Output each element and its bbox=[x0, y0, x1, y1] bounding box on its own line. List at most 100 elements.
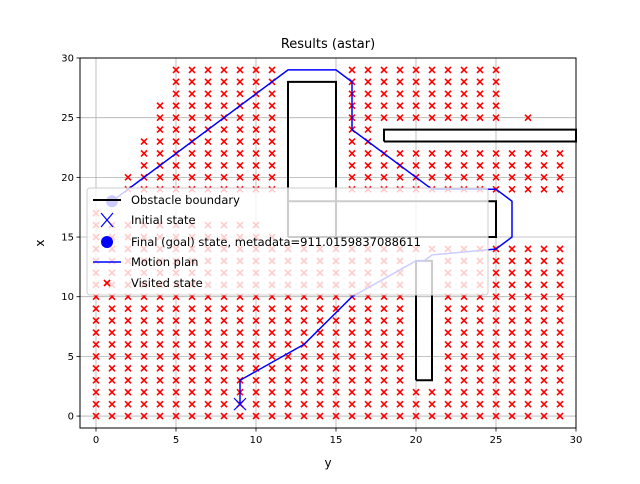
visited-state-marker bbox=[444, 376, 452, 384]
visited-state-marker bbox=[300, 376, 308, 384]
visited-state-marker bbox=[460, 66, 468, 74]
x-tick-label: 25 bbox=[490, 435, 503, 446]
visited-state-marker bbox=[460, 173, 468, 181]
visited-state-marker bbox=[492, 317, 500, 325]
visited-state-marker bbox=[140, 340, 148, 349]
visited-state-marker bbox=[428, 149, 436, 158]
x-axis-label: y bbox=[324, 456, 331, 470]
visited-state-marker bbox=[172, 102, 180, 110]
visited-state-marker bbox=[380, 364, 388, 372]
visited-state-marker bbox=[220, 328, 228, 337]
visited-state-marker bbox=[524, 340, 532, 349]
visited-state-marker bbox=[492, 388, 500, 396]
visited-state-marker bbox=[284, 376, 292, 384]
visited-state-marker bbox=[172, 173, 180, 181]
visited-state-marker bbox=[236, 90, 244, 98]
visited-state-marker bbox=[540, 340, 548, 349]
visited-state-marker bbox=[412, 161, 420, 169]
visited-state-marker bbox=[268, 137, 276, 146]
visited-state-marker bbox=[316, 317, 324, 325]
visited-state-marker bbox=[396, 317, 404, 325]
visited-state-marker bbox=[508, 340, 516, 349]
visited-state-marker bbox=[460, 114, 468, 122]
visited-state-marker bbox=[92, 364, 100, 372]
visited-state-marker bbox=[540, 149, 548, 158]
visited-state-marker bbox=[172, 352, 180, 360]
visited-state-marker bbox=[396, 305, 404, 313]
visited-state-marker bbox=[556, 149, 564, 158]
visited-state-marker bbox=[444, 114, 452, 122]
visited-state-marker bbox=[156, 126, 164, 134]
visited-state-marker bbox=[140, 161, 148, 169]
y-tick-label: 5 bbox=[68, 352, 74, 363]
visited-state-marker bbox=[508, 245, 516, 253]
visited-state-marker bbox=[524, 376, 532, 384]
visited-state-marker bbox=[476, 352, 484, 360]
visited-state-marker bbox=[524, 173, 532, 181]
visited-state-marker bbox=[364, 328, 372, 337]
visited-state-marker bbox=[380, 412, 388, 420]
visited-state-marker bbox=[316, 400, 324, 408]
visited-state-marker bbox=[124, 305, 132, 313]
visited-state-marker bbox=[300, 412, 308, 420]
visited-state-marker bbox=[396, 352, 404, 360]
visited-state-marker bbox=[364, 126, 372, 134]
visited-state-marker bbox=[300, 317, 308, 325]
visited-state-marker bbox=[188, 173, 196, 181]
visited-state-marker bbox=[252, 305, 260, 313]
visited-state-marker bbox=[508, 293, 516, 301]
visited-state-marker bbox=[540, 161, 548, 169]
visited-state-marker bbox=[204, 388, 212, 396]
visited-state-marker bbox=[284, 305, 292, 313]
visited-state-marker bbox=[204, 376, 212, 384]
visited-state-marker bbox=[220, 137, 228, 146]
visited-state-marker bbox=[252, 161, 260, 169]
visited-state-marker bbox=[268, 328, 276, 337]
visited-state-marker bbox=[236, 149, 244, 158]
visited-state-marker bbox=[92, 352, 100, 360]
visited-state-marker bbox=[300, 400, 308, 408]
visited-state-marker bbox=[380, 78, 388, 86]
visited-state-marker bbox=[252, 328, 260, 337]
visited-state-marker bbox=[508, 185, 516, 193]
visited-state-marker bbox=[540, 293, 548, 301]
visited-state-marker bbox=[236, 352, 244, 360]
visited-state-marker bbox=[236, 173, 244, 181]
visited-state-marker bbox=[460, 340, 468, 349]
visited-state-marker bbox=[460, 305, 468, 313]
y-axis-label: x bbox=[33, 239, 47, 246]
visited-state-marker bbox=[92, 388, 100, 396]
visited-state-marker bbox=[188, 340, 196, 349]
visited-state-marker bbox=[220, 173, 228, 181]
visited-state-marker bbox=[348, 137, 356, 146]
visited-state-marker bbox=[236, 161, 244, 169]
visited-state-marker bbox=[540, 257, 548, 265]
visited-state-marker bbox=[108, 340, 116, 349]
visited-state-marker bbox=[380, 90, 388, 98]
visited-state-marker bbox=[348, 400, 356, 408]
visited-state-marker bbox=[172, 340, 180, 349]
visited-state-marker bbox=[412, 412, 420, 420]
visited-state-marker bbox=[156, 376, 164, 384]
visited-state-marker bbox=[524, 412, 532, 420]
visited-state-marker bbox=[460, 364, 468, 372]
plan-layer bbox=[111, 69, 513, 405]
visited-state-marker bbox=[220, 126, 228, 134]
visited-state-marker bbox=[252, 340, 260, 349]
visited-state-marker bbox=[268, 340, 276, 349]
visited-state-marker bbox=[380, 173, 388, 181]
visited-state-marker bbox=[508, 257, 516, 265]
visited-state-marker bbox=[220, 400, 228, 408]
visited-state-marker bbox=[556, 388, 564, 396]
visited-state-marker bbox=[396, 412, 404, 420]
y-tick-label: 15 bbox=[61, 233, 74, 244]
visited-state-marker bbox=[172, 317, 180, 325]
visited-state-marker bbox=[556, 257, 564, 265]
visited-state-marker bbox=[524, 161, 532, 169]
visited-state-marker bbox=[332, 376, 340, 384]
visited-state-marker bbox=[380, 317, 388, 325]
visited-state-marker bbox=[332, 352, 340, 360]
visited-state-marker bbox=[444, 364, 452, 372]
plot-frame bbox=[79, 57, 577, 429]
visited-state-marker bbox=[556, 328, 564, 337]
